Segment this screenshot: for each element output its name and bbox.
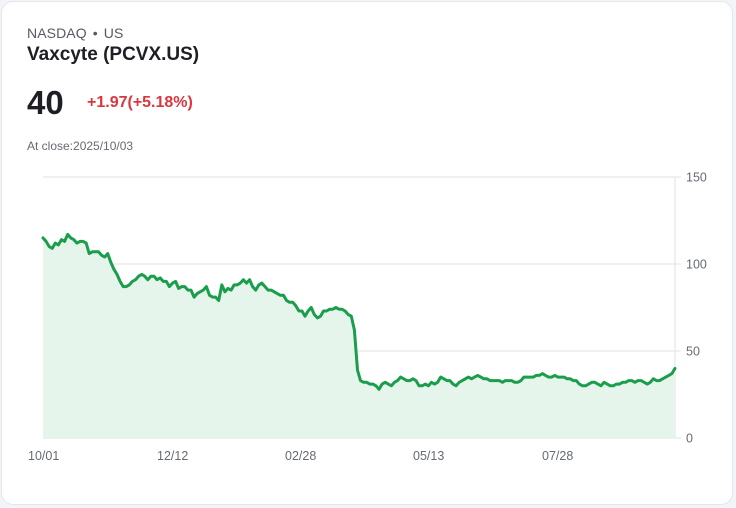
stock-price: 40 <box>27 84 64 121</box>
x-axis: 10/01 12/12 02/28 05/13 07/28 <box>28 449 573 463</box>
exchange-name: NASDAQ <box>27 25 87 41</box>
x-tick-label: 02/28 <box>285 449 316 463</box>
close-date: At close:2025/10/03 <box>27 139 134 153</box>
y-tick-label: 0 <box>686 432 693 446</box>
stock-title: Vaxcyte (PCVX.US) <box>27 44 200 65</box>
region: US <box>103 25 124 41</box>
y-axis: 0 50 100 150 <box>686 171 707 446</box>
y-tick-label: 50 <box>686 345 700 359</box>
price-area-fill <box>43 234 675 438</box>
x-tick-label: 05/13 <box>413 449 444 463</box>
price-change: +1.97(+5.18%) <box>87 94 193 111</box>
y-tick-label: 150 <box>686 171 707 185</box>
y-tick-label: 100 <box>686 258 707 272</box>
separator-dot: • <box>92 25 98 41</box>
price-line <box>41 232 677 391</box>
exchange-line: NASDAQ • US <box>27 25 123 41</box>
x-tick-label: 12/12 <box>157 449 188 463</box>
x-tick-label: 07/28 <box>542 449 573 463</box>
x-tick-label: 10/01 <box>28 449 59 463</box>
